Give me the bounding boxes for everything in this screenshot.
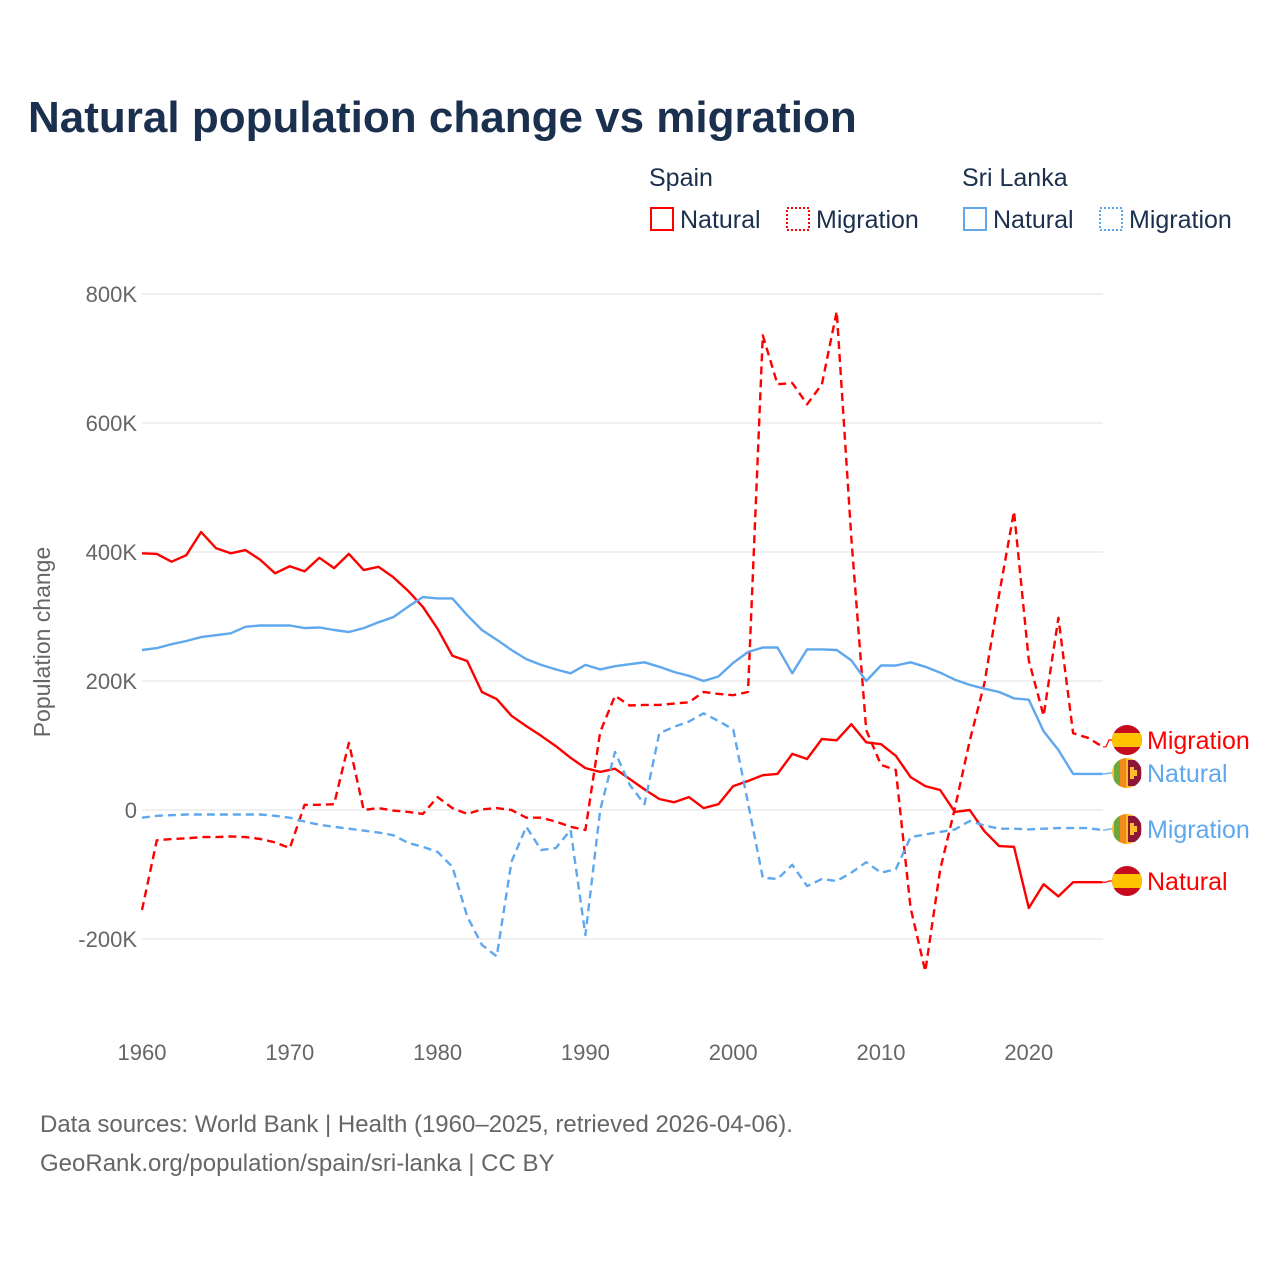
label-connector [1103, 828, 1114, 831]
legend: Spain Natural Migration Sri Lanka Natura… [649, 164, 1232, 234]
label-connector [1103, 880, 1114, 883]
legend-swatch-sri-lanka-migration [1099, 207, 1123, 231]
x-tick-label: 2000 [709, 1040, 758, 1065]
series-end-label: Migration [1147, 727, 1250, 755]
y-tick-label: 200K [86, 669, 138, 694]
label-connector [1103, 739, 1114, 748]
x-tick-label: 2020 [1004, 1040, 1053, 1065]
legend-item-spain-migration[interactable]: Migration [816, 206, 919, 234]
spain-flag-icon [1112, 725, 1142, 755]
legend-item-sri-lanka-migration[interactable]: Migration [1129, 206, 1232, 234]
series-line-sri-lanka-migration[interactable] [141, 712, 1103, 958]
legend-swatch-spain-migration [786, 207, 810, 231]
x-tick-label: 1960 [118, 1040, 167, 1065]
y-tick-label: 400K [86, 540, 138, 565]
series-end-label: Natural [1147, 868, 1228, 896]
series-line-sri-lanka-natural[interactable] [141, 595, 1103, 776]
legend-group-sri-lanka: Sri Lanka [962, 164, 1068, 192]
y-tick-label: 0 [125, 798, 137, 823]
x-tick-label: 1970 [265, 1040, 314, 1065]
legend-swatch-spain-natural [650, 207, 674, 231]
sri-lanka-flag-icon [1112, 814, 1142, 844]
y-tick-label: -200K [78, 927, 137, 952]
x-tick-label: 1980 [413, 1040, 462, 1065]
y-tick-label: 600K [86, 411, 138, 436]
series-line-spain-migration[interactable] [140, 310, 1104, 973]
label-connector [1103, 772, 1114, 775]
spain-flag-icon [1112, 866, 1142, 896]
legend-swatch-sri-lanka-natural [963, 207, 987, 231]
series-end-label: Migration [1147, 816, 1250, 844]
footer-credit[interactable]: GeoRank.org/population/spain/sri-lanka |… [40, 1150, 555, 1177]
legend-item-sri-lanka-natural[interactable]: Natural [993, 206, 1074, 234]
chart-title: Natural population change vs migration [28, 93, 857, 142]
x-tick-label: 1990 [561, 1040, 610, 1065]
x-tick-label: 2010 [857, 1040, 906, 1065]
series-line-spain-natural[interactable] [141, 530, 1103, 910]
series-end-label: Natural [1147, 760, 1228, 788]
sri-lanka-flag-icon [1112, 758, 1142, 788]
footer-sources: Data sources: World Bank | Health (1960–… [40, 1111, 793, 1138]
legend-group-spain: Spain [649, 164, 713, 192]
y-tick-label: 800K [86, 282, 138, 307]
legend-item-spain-natural[interactable]: Natural [680, 206, 761, 234]
y-axis-label: Population change [29, 547, 55, 738]
